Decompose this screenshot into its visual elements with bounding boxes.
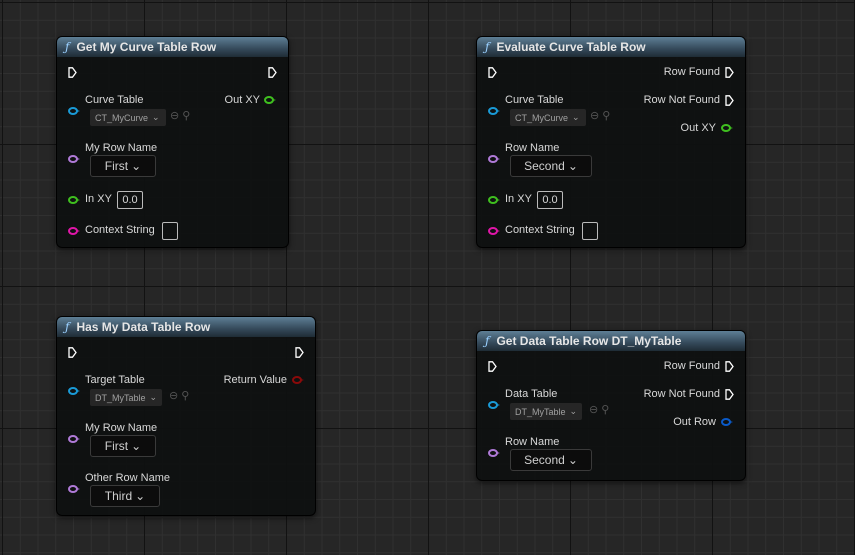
- row-found-exec-pin-icon[interactable]: [725, 361, 734, 372]
- curve-table-select[interactable]: CT_MyCurve ⌄: [510, 109, 586, 126]
- curve-table-value: CT_MyCurve: [95, 112, 149, 123]
- row-not-found-label: Row Not Found: [643, 94, 720, 106]
- exec-in-pin-icon[interactable]: [68, 67, 77, 78]
- use-asset-browse-icons[interactable]: ⊖ ⚲: [169, 390, 190, 402]
- row-name-pin-icon[interactable]: [488, 155, 500, 163]
- chevron-down-icon: ⌄: [135, 489, 146, 503]
- chevron-down-icon: ⌄: [567, 159, 578, 173]
- row-name-value: Second: [524, 453, 565, 467]
- out-xy-pin-icon[interactable]: [721, 124, 733, 132]
- row-name-label: My Row Name: [85, 142, 158, 154]
- context-string-input[interactable]: [162, 222, 178, 240]
- use-asset-browse-icons[interactable]: ⊖ ⚲: [590, 110, 611, 122]
- row-name-value: First: [104, 439, 129, 453]
- function-icon: ƒ: [485, 40, 490, 54]
- other-row-name-dropdown[interactable]: Third ⌄: [90, 485, 160, 507]
- return-value-label: Return Value: [223, 374, 287, 386]
- in-xy-pin-icon[interactable]: [488, 196, 500, 204]
- out-row-pin-icon[interactable]: [721, 418, 733, 426]
- row-name-pin-icon[interactable]: [68, 155, 80, 163]
- row-name-dropdown[interactable]: First ⌄: [90, 155, 156, 177]
- row-name-value: First: [104, 159, 129, 173]
- chevron-down-icon: ⌄: [567, 453, 578, 467]
- out-xy-pin-icon[interactable]: [264, 96, 276, 104]
- context-string-label: Context String: [85, 224, 155, 236]
- other-row-name-pin-icon[interactable]: [68, 485, 80, 493]
- curve-table-pin-icon[interactable]: [68, 107, 80, 115]
- chevron-down-icon: ⌄: [569, 406, 578, 416]
- data-table-label: Data Table: [505, 388, 558, 400]
- curve-table-value: CT_MyCurve: [515, 112, 569, 123]
- row-not-found-exec-pin-icon[interactable]: [725, 389, 734, 400]
- chevron-down-icon: ⌄: [152, 112, 160, 122]
- node-header[interactable]: ƒ Evaluate Curve Table Row: [477, 37, 745, 57]
- chevron-down-icon: ⌄: [131, 439, 142, 453]
- other-row-name-label: Other Row Name: [85, 472, 170, 484]
- row-name-label: Row Name: [505, 436, 560, 448]
- in-xy-input[interactable]: 0.0: [117, 191, 143, 209]
- chevron-down-icon: ⌄: [149, 392, 158, 402]
- row-not-found-label: Row Not Found: [643, 388, 720, 400]
- row-name-pin-icon[interactable]: [68, 435, 80, 443]
- node-get-data-table-row[interactable]: ƒ Get Data Table Row DT_MyTable Row Found…: [476, 330, 746, 481]
- node-get-my-curve-table-row[interactable]: ƒ Get My Curve Table Row Curve Table CT_M…: [56, 36, 289, 248]
- target-table-pin-icon[interactable]: [68, 387, 80, 395]
- in-xy-label: In XY: [505, 193, 532, 205]
- exec-in-pin-icon[interactable]: [488, 361, 497, 372]
- return-value-pin-icon[interactable]: [292, 376, 304, 384]
- row-found-label: Row Found: [663, 66, 720, 78]
- row-not-found-exec-pin-icon[interactable]: [725, 95, 734, 106]
- node-header[interactable]: ƒ Get Data Table Row DT_MyTable: [477, 331, 745, 351]
- row-name-dropdown[interactable]: Second ⌄: [510, 449, 592, 471]
- context-string-input[interactable]: [582, 222, 598, 240]
- target-table-value: DT_MyTable: [95, 392, 146, 403]
- out-row-label: Out Row: [673, 416, 716, 428]
- node-title: Has My Data Table Row: [76, 320, 211, 334]
- use-asset-browse-icons[interactable]: ⊖ ⚲: [170, 110, 191, 122]
- row-found-label: Row Found: [663, 360, 720, 372]
- node-header[interactable]: ƒ Has My Data Table Row: [57, 317, 315, 337]
- data-table-pin-icon[interactable]: [488, 401, 500, 409]
- chevron-down-icon: ⌄: [572, 112, 580, 122]
- exec-out-pin-icon[interactable]: [268, 67, 277, 78]
- row-name-dropdown[interactable]: First ⌄: [90, 435, 156, 457]
- data-table-select[interactable]: DT_MyTable ⌄: [510, 403, 582, 420]
- row-name-label: Row Name: [505, 142, 560, 154]
- curve-table-select[interactable]: CT_MyCurve ⌄: [90, 109, 166, 126]
- out-xy-label: Out XY: [680, 122, 716, 134]
- node-title: Get My Curve Table Row: [76, 40, 217, 54]
- in-xy-input[interactable]: 0.0: [537, 191, 563, 209]
- context-string-pin-icon[interactable]: [488, 227, 500, 235]
- target-table-label: Target Table: [85, 374, 145, 386]
- node-has-my-data-table-row[interactable]: ƒ Has My Data Table Row Target Table DT_M…: [56, 316, 316, 516]
- row-name-value: Second: [524, 159, 565, 173]
- target-table-select[interactable]: DT_MyTable ⌄: [90, 389, 162, 406]
- row-name-pin-icon[interactable]: [488, 449, 500, 457]
- node-evaluate-curve-table-row[interactable]: ƒ Evaluate Curve Table Row Row Found Row …: [476, 36, 746, 248]
- node-header[interactable]: ƒ Get My Curve Table Row: [57, 37, 288, 57]
- in-xy-pin-icon[interactable]: [68, 196, 80, 204]
- node-title: Get Data Table Row DT_MyTable: [496, 334, 682, 348]
- row-found-exec-pin-icon[interactable]: [725, 67, 734, 78]
- other-row-name-value: Third: [104, 489, 133, 503]
- function-icon: ƒ: [485, 334, 490, 348]
- context-string-label: Context String: [505, 224, 575, 236]
- function-icon: ƒ: [65, 40, 70, 54]
- use-asset-browse-icons[interactable]: ⊖ ⚲: [589, 404, 610, 416]
- exec-in-pin-icon[interactable]: [488, 67, 497, 78]
- in-xy-label: In XY: [85, 193, 112, 205]
- curve-table-pin-icon[interactable]: [488, 107, 500, 115]
- row-name-label: My Row Name: [85, 422, 158, 434]
- row-name-dropdown[interactable]: Second ⌄: [510, 155, 592, 177]
- context-string-pin-icon[interactable]: [68, 227, 80, 235]
- curve-table-label: Curve Table: [505, 94, 564, 106]
- function-icon: ƒ: [65, 320, 70, 334]
- chevron-down-icon: ⌄: [131, 159, 142, 173]
- node-title: Evaluate Curve Table Row: [496, 40, 646, 54]
- exec-out-pin-icon[interactable]: [295, 347, 304, 358]
- out-xy-label: Out XY: [224, 94, 260, 106]
- data-table-value: DT_MyTable: [515, 406, 566, 417]
- curve-table-label: Curve Table: [85, 94, 144, 106]
- exec-in-pin-icon[interactable]: [68, 347, 77, 358]
